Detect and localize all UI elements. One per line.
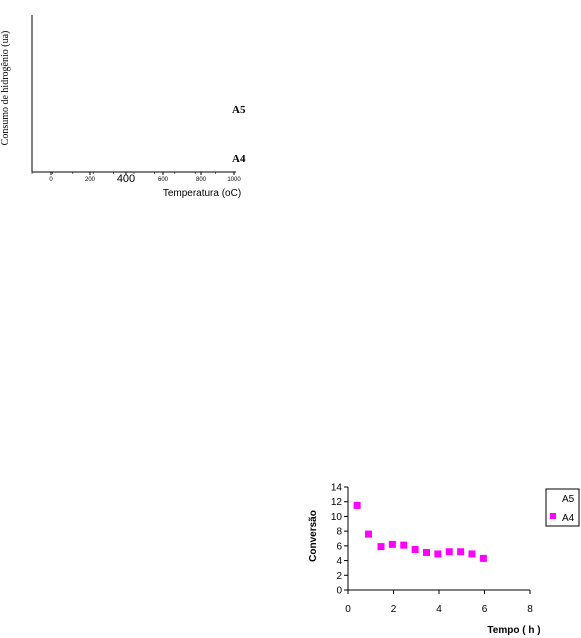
- conversion-y-tick-label: 0: [336, 586, 342, 597]
- conversion-chart: 0 2 4 6 8 10 12 14 0 2 4 6 8 Conversão Tempo ( h ) A…: [308, 483, 580, 636]
- conversion-point-a4: [411, 546, 419, 554]
- conversion-y-tick-label: 6: [336, 541, 342, 552]
- conversion-x-tick-label: 0: [345, 604, 351, 615]
- legend-label-a5: A5: [562, 494, 575, 505]
- conversion-y-tick-label: 8: [336, 527, 342, 538]
- conversion-point-a4: [364, 530, 372, 538]
- conversion-point-a4: [388, 540, 396, 548]
- conversion-point-a4: [400, 541, 408, 549]
- legend-marker-a4: [550, 513, 556, 519]
- conversion-point-a4: [479, 554, 487, 562]
- conversion-x-tick-label: 2: [391, 604, 397, 615]
- tpr-y-axis-label: Consumo de hidrogênio (ua): [0, 31, 11, 146]
- conversion-point-a4: [457, 548, 465, 556]
- conversion-y-tick-label: 14: [331, 483, 343, 494]
- tpr-x-tick-label: 1000: [227, 177, 241, 183]
- conversion-x-axis-label: Tempo ( h ): [487, 625, 540, 636]
- conversion-x-tick-label: 4: [436, 604, 442, 615]
- legend-label-a4: A4: [562, 513, 575, 524]
- tpr-chart: 0 200 400 600 800 1000 Consumo de hidrogênio …: [0, 15, 246, 199]
- tpr-x-tick-label: 800: [196, 177, 207, 183]
- conversion-point-a4: [377, 543, 385, 551]
- legend-box: [545, 488, 580, 527]
- tpr-series-label-a4: A4: [232, 153, 246, 165]
- tpr-x-axis-label: Temperatura (oC): [163, 188, 241, 199]
- conversion-point-a4: [434, 550, 442, 558]
- conversion-y-tick-label: 4: [336, 556, 342, 567]
- conversion-point-a4: [353, 501, 361, 509]
- conversion-x-tick-label: 6: [482, 604, 488, 615]
- tpr-x-tick-label: 0: [49, 177, 53, 183]
- tpr-series-label-a5: A5: [232, 104, 246, 116]
- conversion-points: [353, 501, 487, 562]
- tpr-x-ticks: 0 200 400 600 800 1000: [31, 172, 241, 185]
- conversion-x-tick-label: 8: [527, 604, 533, 615]
- tpr-x-tick-label: 400: [117, 173, 135, 185]
- conversion-y-axis-label: Conversão: [308, 510, 319, 562]
- conversion-y-tick-label: 12: [331, 497, 343, 508]
- conversion-axes: 0 2 4 6 8 10 12 14 0 2 4 6 8: [331, 483, 533, 616]
- conversion-point-a4: [422, 548, 430, 556]
- conversion-point-a4: [445, 548, 453, 556]
- conversion-legend: A5 A4: [545, 488, 580, 527]
- tpr-x-tick-label: 200: [85, 177, 96, 183]
- tpr-x-tick-label: 600: [158, 177, 169, 183]
- conversion-y-tick-label: 2: [336, 571, 342, 582]
- conversion-y-tick-label: 10: [331, 512, 343, 523]
- conversion-point-a4: [468, 550, 476, 558]
